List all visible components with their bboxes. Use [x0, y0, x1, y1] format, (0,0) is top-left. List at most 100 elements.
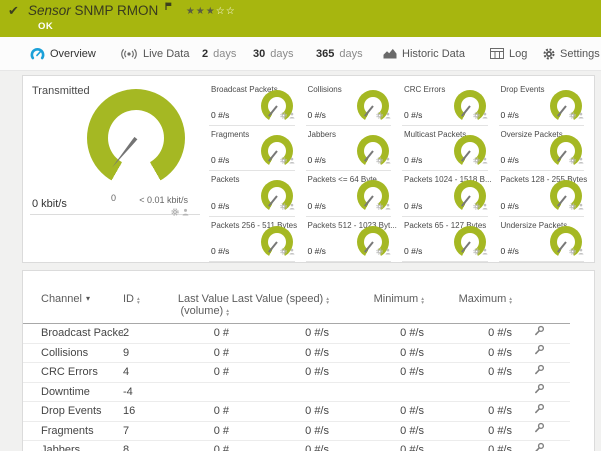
user-icon[interactable]: [385, 151, 391, 169]
edit-channel-wrench-icon[interactable]: [534, 324, 545, 343]
user-icon[interactable]: [578, 197, 584, 215]
stars-filled: ★★★: [185, 6, 216, 17]
gauge-cell-drop-events[interactable]: Drop Events 0 #/s: [497, 81, 594, 127]
gear-icon[interactable]: [376, 151, 383, 169]
gear-icon[interactable]: [472, 242, 480, 260]
gauge-cell-packets-1024-1518[interactable]: Packets 1024 - 1518 B... 0 #/s: [400, 171, 497, 217]
gauge-cell-broadcast-packets[interactable]: Broadcast Packets 0 #/s: [207, 81, 304, 127]
gear-icon[interactable]: [569, 242, 576, 260]
gear-icon[interactable]: [171, 203, 179, 221]
gear-icon[interactable]: [569, 151, 576, 169]
user-icon[interactable]: [578, 151, 584, 169]
user-icon[interactable]: [578, 242, 584, 260]
user-icon[interactable]: [289, 242, 295, 260]
gauge-cell-packets-64-byte[interactable]: Packets <= 64 Byte 0 #/s: [304, 171, 401, 217]
user-icon[interactable]: [578, 106, 584, 124]
gear-icon[interactable]: [569, 197, 576, 215]
table-row-broadcast-packets[interactable]: Broadcast Packets 2 0 # 0 #/s 0 #/s 0 #/…: [23, 324, 570, 344]
gauge-cell-collisions[interactable]: Collisions 0 #/s: [304, 81, 401, 127]
table-row-collisions[interactable]: Collisions 9 0 # 0 #/s 0 #/s 0 #/s: [23, 343, 570, 363]
main-gauge-dial: [87, 89, 185, 187]
gear-icon[interactable]: [376, 106, 383, 124]
column-header-id[interactable]: ID ▴ ▾: [123, 293, 140, 306]
gauge-cell-packets-65-127[interactable]: Packets 65 - 127 Bytes 0 #/s: [400, 217, 497, 262]
user-icon[interactable]: [289, 151, 295, 169]
gauge-cell-oversize-packets[interactable]: Oversize Packets 0 #/s: [497, 126, 594, 172]
main-gauge-cell[interactable]: Transmitted 0 kbit/s 0 < 0.01 kbit/s: [23, 76, 207, 262]
channel-id: 16: [123, 405, 136, 417]
tab-30-days[interactable]: 30 days: [253, 37, 294, 70]
user-icon[interactable]: [482, 106, 488, 124]
priority-stars[interactable]: ★★★☆☆: [186, 6, 236, 17]
column-header-minimum[interactable]: Minimum ▴ ▾: [373, 293, 424, 306]
edit-channel-wrench-icon[interactable]: [534, 343, 545, 362]
edit-channel-wrench-icon[interactable]: [534, 421, 545, 440]
column-header-maximum[interactable]: Maximum ▴ ▾: [458, 293, 512, 306]
last-value-speed: 0 #/s: [305, 405, 329, 417]
gear-icon[interactable]: [376, 242, 383, 260]
gear-icon[interactable]: [279, 106, 287, 124]
gauge-cell-crc-errors[interactable]: CRC Errors 0 #/s: [400, 81, 497, 127]
tab-2-days-number: 2: [202, 47, 209, 60]
channel-gauge-grid: Broadcast Packets 0 #/s Collisions 0 #/s…: [207, 81, 594, 262]
gauge-value: 0 #/s: [307, 110, 326, 121]
user-icon[interactable]: [482, 197, 488, 215]
table-row-jabbers[interactable]: Jabbers 8 0 # 0 #/s 0 #/s 0 #/s: [23, 441, 570, 451]
channel-id: -4: [123, 385, 133, 398]
sort-icon: ▴ ▾: [137, 296, 140, 306]
column-header-last-value-volume[interactable]: Last Value (volume) ▴ ▾: [177, 293, 229, 318]
edit-channel-wrench-icon[interactable]: [534, 382, 545, 401]
main-gauge-title: Transmitted: [32, 85, 90, 97]
channel-id: 7: [123, 424, 130, 437]
tab-overview[interactable]: Overview: [30, 37, 96, 70]
gauge-cell-packets-512-1023[interactable]: Packets 512 - 1023 Byt... 0 #/s: [304, 217, 401, 262]
gauge-cell-fragments[interactable]: Fragments 0 #/s: [207, 126, 304, 172]
tab-bar: Overview Live Data 2 days 30 days 365 da…: [0, 37, 601, 107]
gear-icon[interactable]: [472, 197, 480, 215]
tab-settings[interactable]: Settings: [543, 37, 600, 70]
edit-channel-wrench-icon[interactable]: [534, 402, 545, 421]
gauge-cell-undersize-packets[interactable]: Undersize Packets 0 #/s: [497, 217, 594, 262]
edit-channel-wrench-icon[interactable]: [534, 363, 545, 382]
user-icon[interactable]: [289, 197, 295, 215]
gauge-cell-packets-128-255[interactable]: Packets 128 - 255 Bytes 0 #/s: [497, 171, 594, 217]
tab-365-days[interactable]: 365 days: [316, 37, 363, 70]
gauge-cell-multicast-packets[interactable]: Multicast Packets 0 #/s: [400, 126, 497, 172]
channel-id: 4: [123, 366, 130, 378]
gauge-cell-jabbers[interactable]: Jabbers 0 #/s: [304, 126, 401, 172]
user-icon[interactable]: [182, 203, 189, 221]
gauge-cell-packets[interactable]: Packets 0 #/s: [207, 171, 304, 217]
table-row-fragments[interactable]: Fragments 7 0 # 0 #/s 0 #/s 0 #/s: [23, 421, 570, 441]
gear-icon[interactable]: [279, 242, 287, 260]
user-icon[interactable]: [482, 242, 488, 260]
gauge-value: 0 #/s: [404, 245, 423, 256]
gear-icon[interactable]: [472, 151, 480, 169]
tab-log[interactable]: Log: [490, 37, 527, 70]
user-icon[interactable]: [289, 106, 295, 124]
user-icon[interactable]: [385, 106, 391, 124]
tab-2-days[interactable]: 2 days: [202, 37, 236, 70]
user-icon[interactable]: [385, 242, 391, 260]
tab-historic-data[interactable]: Historic Data: [383, 37, 465, 70]
table-row-downtime[interactable]: Downtime -4: [23, 382, 570, 402]
tab-live-data[interactable]: Live Data: [120, 37, 189, 70]
user-icon[interactable]: [482, 151, 488, 169]
gear-icon[interactable]: [472, 106, 480, 124]
gear-icon[interactable]: [376, 197, 383, 215]
gauge-label: Packets 512 - 1023 Byt...: [307, 220, 397, 230]
user-icon[interactable]: [385, 197, 391, 215]
priority-flag-icon[interactable]: [165, 0, 172, 13]
gear-icon[interactable]: [279, 197, 287, 215]
table-row-crc-errors[interactable]: CRC Errors 4 0 # 0 #/s 0 #/s 0 #/s: [23, 363, 570, 383]
column-header-last-value-speed[interactable]: Last Value (speed) ▴ ▾: [231, 293, 329, 306]
gear-icon[interactable]: [279, 151, 287, 169]
edit-channel-wrench-icon[interactable]: [534, 441, 545, 451]
gauge-dial: [453, 135, 486, 168]
column-header-channel[interactable]: Channel ▾: [41, 293, 90, 305]
gear-icon[interactable]: [569, 106, 576, 124]
gauge-cell-packets-256-511[interactable]: Packets 256 - 511 Bytes 0 #/s: [207, 217, 304, 262]
gauge-dial: [260, 135, 293, 168]
table-row-drop-events[interactable]: Drop Events 16 0 # 0 #/s 0 #/s 0 #/s: [23, 402, 570, 422]
gauge-dial: [357, 135, 389, 168]
sort-icon: ▴ ▾: [421, 296, 424, 306]
